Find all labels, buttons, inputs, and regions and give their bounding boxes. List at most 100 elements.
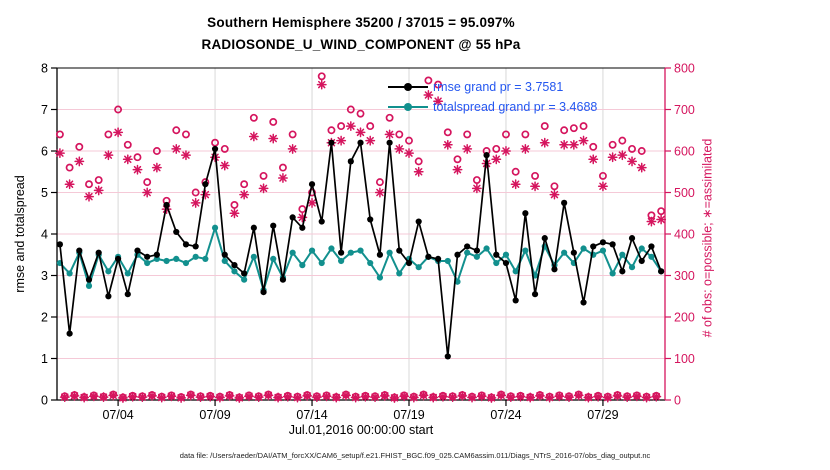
assimilated-obs-asterisk-icon	[647, 217, 656, 226]
x-tick-label: 07/29	[587, 408, 618, 422]
rmse-point	[299, 224, 306, 231]
y-left-tick-label: 3	[41, 269, 48, 283]
assimilated-obs-asterisk-icon	[284, 392, 292, 401]
rmse-point	[260, 289, 267, 296]
rmse-series	[56, 139, 665, 360]
possible-obs-circle-icon	[579, 122, 588, 131]
rmse-point	[405, 259, 413, 267]
possible-obs-circle-icon	[230, 200, 239, 209]
totalspread-point	[289, 249, 296, 256]
totalspread-point	[144, 259, 151, 267]
possible-obs-circle-icon	[657, 207, 666, 216]
assimilated_obs_offhours-markers	[59, 390, 662, 403]
assimilated-obs-asterisk-icon	[172, 145, 180, 153]
assimilated-obs-asterisk-icon	[419, 391, 428, 400]
rmse-point	[56, 241, 64, 248]
assimilated-obs-asterisk-icon	[429, 393, 437, 402]
assimilated-obs-asterisk-icon	[574, 391, 583, 400]
rmse-point	[163, 201, 170, 209]
totalspread-point	[493, 259, 500, 267]
assimilated-obs-asterisk-icon	[99, 393, 108, 401]
possible-obs-circle-icon	[356, 109, 365, 118]
assimilated-obs-asterisk-icon	[570, 141, 578, 149]
rmse-point	[444, 353, 451, 360]
totalspread-point	[638, 245, 645, 252]
assimilated-obs-asterisk-icon	[148, 392, 156, 400]
assimilated-obs-asterisk-icon	[376, 188, 384, 197]
possible-obs-circle-icon	[608, 140, 617, 149]
assimilated-obs-asterisk-icon	[240, 190, 248, 199]
totalspread-point	[580, 245, 587, 252]
assimilated-obs-asterisk-icon	[347, 122, 355, 130]
totalspread-point	[522, 247, 529, 254]
rmse-point	[192, 243, 199, 250]
assimilated-obs-asterisk-icon	[182, 151, 190, 159]
assimilated-obs-asterisk-icon	[458, 392, 467, 400]
page-title: Southern Hemisphere 35200 / 37015 = 95.0…	[207, 15, 515, 30]
possible-obs-circle-icon	[511, 167, 520, 176]
totalspread-point	[192, 253, 199, 260]
assimilated-obs-asterisk-icon	[313, 393, 321, 401]
rmse-point	[551, 266, 558, 273]
totalspread-point	[619, 251, 626, 258]
rmse-point	[182, 241, 190, 248]
rmse-point	[231, 262, 238, 269]
page-subtitle: RADIOSONDE_U_WIND_COMPONENT @ 55 hPa	[201, 37, 521, 52]
assimilated-obs-asterisk-icon	[206, 392, 214, 401]
totalspread-point	[105, 268, 112, 275]
assimilated-obs-asterisk-icon	[608, 153, 617, 161]
x-tick-label: 07/14	[296, 408, 327, 422]
rmse-point	[619, 268, 626, 275]
assimilated-obs-asterisk-icon	[318, 80, 326, 89]
rmse-point	[357, 139, 364, 146]
assimilated-obs-asterisk-icon	[516, 392, 525, 401]
y-right-tick-label: 0	[674, 394, 681, 408]
rmse-point	[580, 299, 587, 306]
assimilated-obs-asterisk-icon	[128, 392, 137, 401]
possible-obs-circle-icon	[463, 130, 472, 139]
assimilated-obs-asterisk-icon	[657, 215, 665, 224]
rmse-point	[328, 139, 335, 146]
rmse-point	[173, 228, 180, 236]
totalspread-point	[173, 255, 180, 262]
rmse-point	[493, 251, 500, 258]
legend-totalspread-label: totalspread grand pr = 3.4688	[433, 100, 598, 114]
rmse-point	[211, 145, 219, 153]
totalspread-point	[318, 259, 325, 267]
assimilated-obs-asterisk-icon	[167, 392, 176, 400]
assimilated-obs-asterisk-icon	[473, 184, 481, 193]
possible-obs-circle-icon	[75, 142, 84, 151]
y-left-tick-label: 0	[41, 394, 48, 408]
y-left-tick-label: 1	[41, 352, 48, 366]
assimilated-obs-asterisk-icon	[414, 168, 423, 176]
assimilated-obs-asterisk-icon	[114, 128, 122, 137]
rmse-point	[590, 243, 597, 250]
assimilated-obs-asterisk-icon	[385, 130, 394, 139]
rmse-point	[483, 152, 490, 159]
assimilated-obs-asterisk-icon	[356, 128, 365, 137]
assimilated-obs-asterisk-icon	[410, 393, 418, 402]
totalspread-point	[241, 276, 248, 283]
rmse-point	[473, 247, 480, 254]
y-right-tick-label: 800	[674, 62, 695, 76]
rmse-point	[561, 199, 568, 206]
assimilated-obs-asterisk-icon	[366, 136, 374, 145]
rmse-point	[541, 235, 548, 242]
assimilated-obs-asterisk-icon	[332, 393, 340, 402]
possible-obs-circle-icon	[65, 163, 74, 172]
assimilated-obs-asterisk-icon	[250, 132, 258, 141]
rmse-point	[599, 239, 607, 246]
possible-obs-circle-icon	[152, 147, 161, 155]
rmse-point	[153, 251, 160, 258]
assimilated-obs-asterisk-icon	[177, 394, 185, 402]
totalspread-point	[347, 249, 354, 256]
assimilated-obs-asterisk-icon	[594, 392, 602, 401]
legend-item-rmse: rmse grand pr = 3.7581	[388, 77, 597, 97]
totalspread-point	[231, 268, 238, 275]
assimilated-obs-asterisk-icon	[623, 393, 631, 401]
possible-obs-circle-icon	[259, 171, 268, 180]
possible-obs-circle-icon	[366, 122, 375, 131]
possible-obs-circle-icon	[337, 122, 346, 131]
rmse-point	[512, 297, 519, 304]
